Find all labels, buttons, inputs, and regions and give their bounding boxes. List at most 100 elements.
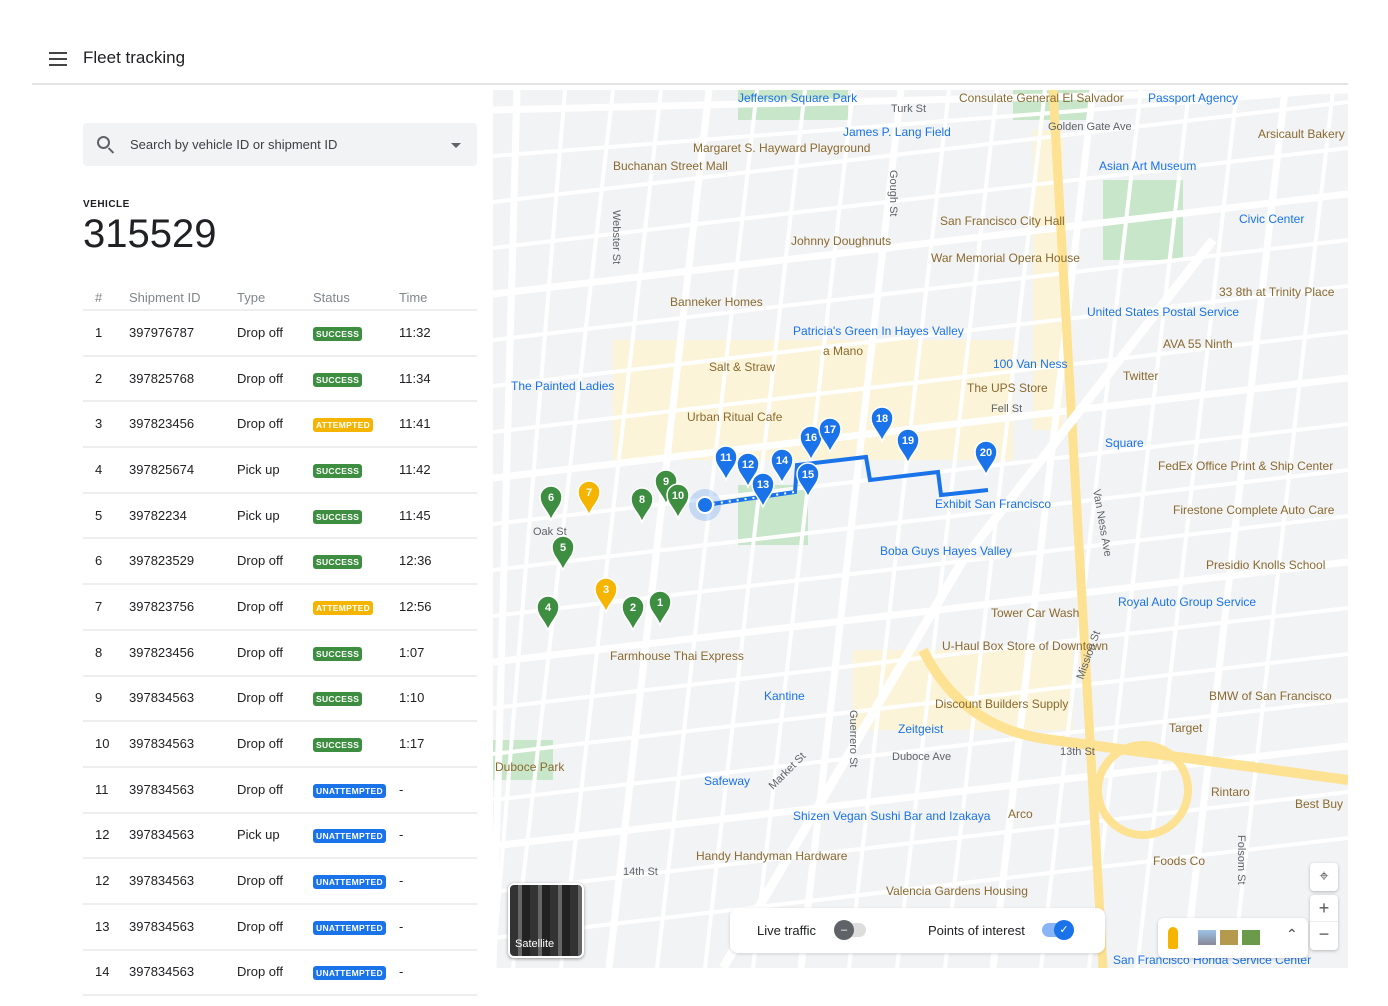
map-place-label[interactable]: Jefferson Square Park [738,91,858,105]
map-place-label[interactable]: Turk St [891,103,926,115]
map-place-label[interactable]: Fell St [991,403,1022,415]
map-place-label[interactable]: Rintaro [1211,785,1250,799]
stop-marker[interactable]: 20 [974,440,998,478]
map-place-label[interactable]: Arco [1008,807,1033,821]
stop-marker[interactable]: 8 [630,487,654,525]
map-place-label[interactable]: Kantine [764,689,805,703]
stop-marker[interactable]: 10 [666,483,690,521]
table-row[interactable]: 11 397834563 Drop off UNATTEMPTED - [83,766,477,814]
map-place-label[interactable]: Banneker Homes [670,295,763,309]
map-place-label[interactable]: FedEx Office Print & Ship Center [1158,459,1333,473]
table-row[interactable]: 9 397834563 Drop off SUCCESS 1:10 [83,675,477,723]
live-traffic-toggle[interactable]: – [834,920,866,940]
map-place-label[interactable]: 13th St [1060,746,1095,758]
stop-marker[interactable]: 14 [770,448,794,486]
hamburger-menu-icon[interactable] [49,52,67,66]
map-place-label[interactable]: BMW of San Francisco [1209,689,1332,703]
map-place-label[interactable]: Salt & Straw [709,360,775,374]
map-place-label[interactable]: San Francisco City Hall [940,214,1065,228]
map-place-label[interactable]: Valencia Gardens Housing [886,884,1028,898]
table-row[interactable]: 5 39782234 Pick up SUCCESS 11:45 [83,492,477,540]
map-place-label[interactable]: James P. Lang Field [843,125,951,139]
map-place-label[interactable]: Civic Center [1239,212,1304,226]
stop-marker[interactable]: 11 [714,445,738,483]
table-row[interactable]: 10 397834563 Drop off SUCCESS 1:17 [83,721,477,768]
map-place-label[interactable]: Royal Auto Group Service [1118,595,1256,609]
map-place-label[interactable]: Buchanan Street Mall [613,159,728,173]
map-place-label[interactable]: Folsom St [1235,835,1247,885]
map-place-label[interactable]: 14th St [623,866,658,878]
zoom-out-button[interactable]: − [1318,924,1330,944]
table-row[interactable]: 1 397976787 Drop off SUCCESS 11:32 [83,310,477,357]
zoom-in-button[interactable]: + [1310,895,1338,922]
table-row[interactable]: 7 397823756 Drop off ATTEMPTED 12:56 [83,584,477,631]
map-place-label[interactable]: United States Postal Service [1087,305,1239,319]
map-place-label[interactable]: Patricia's Green In Hayes Valley [793,324,964,338]
my-location-icon[interactable]: ⌖ [1310,863,1338,891]
table-row[interactable]: 8 397823456 Drop off SUCCESS 1:07 [83,629,477,677]
map-place-label[interactable]: a Mano [823,344,863,358]
map-place-label[interactable]: Johnny Doughnuts [791,234,891,248]
map-place-label[interactable]: The UPS Store [967,381,1048,395]
stop-marker[interactable]: 4 [536,595,560,633]
map-place-label[interactable]: 100 Van Ness [993,357,1068,371]
map-place-label[interactable]: Margaret S. Hayward Playground [693,141,870,155]
stop-marker[interactable]: 12 [736,452,760,490]
stop-marker[interactable]: 17 [818,417,842,455]
map-place-label[interactable]: AVA 55 Ninth [1163,337,1233,351]
map-place-label[interactable]: Foods Co [1153,854,1205,868]
map-place-label[interactable]: Zeitgeist [898,722,944,736]
table-row[interactable]: 2 397825768 Drop off SUCCESS 11:34 [83,355,477,403]
map-place-label[interactable]: Duboce Park [495,760,565,774]
points-of-interest-toggle[interactable]: ✓ [1042,920,1074,940]
map-place-label[interactable]: Best Buy [1295,797,1343,811]
expand-icon[interactable]: ⌃ [1286,926,1298,942]
map-place-label[interactable]: Handy Handyman Hardware [696,849,848,863]
map-place-label[interactable]: Consulate General El Salvador [959,91,1124,105]
table-row[interactable]: 14 397834563 Drop off UNATTEMPTED - [83,949,477,997]
map-place-label[interactable]: Webster St [610,210,622,264]
stop-marker[interactable]: 3 [594,577,618,615]
stop-marker[interactable]: 5 [551,535,575,573]
map-place-label[interactable]: Tower Car Wash [991,606,1079,620]
map-place-label[interactable]: Square [1105,436,1144,450]
map-layers-control[interactable]: ⌃ [1158,918,1308,958]
map-place-label[interactable]: Market St [767,750,809,792]
map-place-label[interactable]: U-Haul Box Store of Downtown [942,639,1108,653]
stop-marker[interactable]: 19 [896,428,920,466]
map-place-label[interactable]: Safeway [704,774,750,788]
stop-marker[interactable]: 15 [796,462,820,500]
map-place-label[interactable]: Farmhouse Thai Express [610,649,744,663]
search-input[interactable]: Search by vehicle ID or shipment ID [83,123,477,166]
map-place-label[interactable]: Discount Builders Supply [935,697,1068,711]
map-place-label[interactable]: War Memorial Opera House [931,251,1080,265]
shipments-table-container[interactable]: # Shipment ID Type Status Time 1 3979767… [83,282,477,997]
stop-marker[interactable]: 2 [621,595,645,633]
map-place-label[interactable]: Gough St [887,170,899,216]
table-row[interactable]: 13 397834563 Drop off UNATTEMPTED - [83,903,477,951]
map-place-label[interactable]: Golden Gate Ave [1048,121,1132,133]
chevron-down-icon[interactable] [451,143,461,148]
stop-marker[interactable]: 16 [799,425,823,463]
map-place-label[interactable]: Exhibit San Francisco [935,497,1051,511]
satellite-toggle-button[interactable]: Satellite [508,883,584,958]
map-place-label[interactable]: Target [1169,721,1203,735]
stop-marker[interactable]: 6 [539,485,563,523]
stop-marker[interactable]: 7 [577,480,601,518]
map-place-label[interactable]: Passport Agency [1148,91,1238,105]
stop-marker[interactable]: 18 [870,406,894,444]
map-place-label[interactable]: Arsicault Bakery [1258,127,1345,141]
layer-thumb-green[interactable] [1242,930,1260,945]
vehicle-icon[interactable] [696,496,714,514]
table-row[interactable]: 12 397834563 Pick up UNATTEMPTED - [83,812,477,860]
table-row[interactable]: 3 397823456 Drop off ATTEMPTED 11:41 [83,401,477,449]
layer-thumb-terrain[interactable] [1198,930,1216,945]
map-place-label[interactable]: Oak St [533,526,567,538]
map-place-label[interactable]: Firestone Complete Auto Care [1173,503,1335,517]
map-place-label[interactable]: The Painted Ladies [511,379,614,393]
stop-marker[interactable]: 13 [751,472,775,510]
map-place-label[interactable]: Twitter [1123,369,1158,383]
pegman-icon[interactable] [1168,927,1178,949]
map-canvas[interactable]: Jefferson Square Park Turk St Consulate Ge… [493,90,1348,968]
table-row[interactable]: 4 397825674 Pick up SUCCESS 11:42 [83,447,477,494]
